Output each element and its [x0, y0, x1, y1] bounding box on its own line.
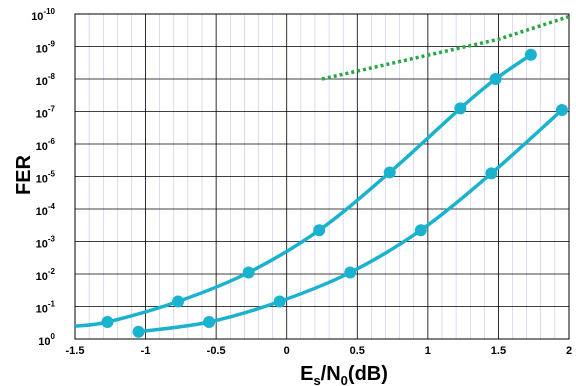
- x-tick-labels: -1.5 -1 -0.5 0 0.5 1 1.5 2: [66, 345, 573, 357]
- series-1-point: [344, 266, 357, 279]
- y-tick-label: 100: [38, 332, 55, 348]
- bound-line: [321, 14, 569, 81]
- x-tick-label: 0.5: [350, 345, 365, 357]
- series-1-point: [203, 316, 216, 329]
- y-tick-label: 10-6: [36, 137, 56, 153]
- y-tick-label: 10-1: [36, 300, 56, 316]
- x-tick-label: 1.5: [491, 345, 506, 357]
- series-2-point: [242, 266, 255, 279]
- x-axis-label: Es/N0(dB): [300, 363, 388, 386]
- x-tick-label: -1.5: [66, 345, 85, 357]
- x-tick-label: -1: [141, 345, 151, 357]
- x-tick-label: -0.5: [207, 345, 226, 357]
- series-2-point: [172, 295, 185, 308]
- series-1-point: [555, 104, 568, 117]
- x-axis-label-sub2: 0: [341, 373, 348, 386]
- x-tick-label: 2: [566, 345, 572, 357]
- y-tick-label: 10-3: [36, 235, 56, 251]
- y-tick-labels: 100 10-1 10-2 10-3 10-4 10-5 10-6 10-7 10-8 10-9 1…: [31, 7, 55, 348]
- y-tick-label: 10-10: [31, 7, 55, 23]
- series-2-point: [454, 102, 467, 115]
- x-axis-label-main: E: [300, 363, 313, 385]
- y-tick-label: 10-5: [36, 170, 56, 186]
- series-line-2: [75, 53, 532, 328]
- y-tick-label: 10-2: [36, 267, 56, 283]
- x-axis-label-tail: (dB): [348, 363, 388, 385]
- y-tick-label: 10-4: [36, 202, 56, 218]
- x-axis-label-mid: /N: [321, 363, 341, 385]
- x-tick-label: 0: [284, 345, 290, 357]
- y-tick-label: 10-7: [36, 105, 56, 121]
- plot-frame: [74, 13, 570, 340]
- x-tick-label: 1: [425, 345, 431, 357]
- series-1-point: [273, 295, 286, 308]
- series-layer: [75, 14, 569, 338]
- series-1-point: [485, 167, 498, 180]
- series-1-point: [132, 325, 145, 338]
- series-2-point: [524, 48, 537, 61]
- series-1-point: [414, 224, 427, 237]
- series-2-point: [383, 166, 396, 179]
- y-tick-label: 10-8: [36, 72, 56, 88]
- series-2-point: [313, 224, 326, 237]
- y-tick-label: 10-9: [36, 40, 56, 56]
- y-axis-label: FER: [13, 154, 35, 195]
- series-2-point: [101, 316, 114, 329]
- x-axis-label-sub: s: [313, 373, 320, 386]
- series-2-point: [489, 73, 502, 85]
